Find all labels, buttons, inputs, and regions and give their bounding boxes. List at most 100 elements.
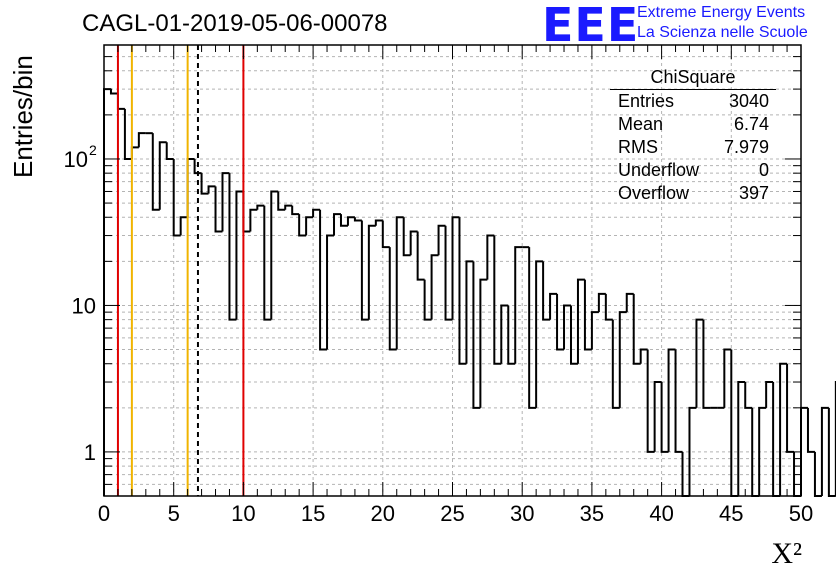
- histogram-bin: [590, 311, 599, 350]
- histogram-bin: [472, 261, 481, 409]
- stats-value: 0: [758, 160, 769, 180]
- histogram-bin: [165, 142, 174, 160]
- stats-value: 397: [738, 183, 769, 203]
- histogram-bin: [277, 191, 286, 211]
- x-tick-label: 30: [510, 501, 534, 526]
- histogram-bin: [242, 191, 251, 233]
- histogram-bin: [744, 382, 753, 409]
- reference-lines-layer: [116, 45, 245, 496]
- histogram-bin: [660, 382, 669, 453]
- x-tick-label: 15: [301, 501, 325, 526]
- histogram-bin: [611, 319, 620, 409]
- histogram-bin: [158, 141, 167, 210]
- histogram-bin: [702, 319, 711, 409]
- histogram-bin: [827, 407, 836, 497]
- histogram-bin: [298, 214, 307, 237]
- histogram-bin: [451, 216, 460, 320]
- histogram-bin: [409, 230, 418, 256]
- stats-box: ChiSquare Entries 3040 Mean 6.74 RMS 7.9…: [610, 66, 776, 205]
- histogram-bin: [388, 247, 397, 351]
- histogram-bin: [249, 208, 258, 232]
- histogram-bin: [305, 216, 314, 236]
- histogram-bin: [402, 217, 411, 257]
- histogram-bin: [235, 190, 244, 320]
- histogram-bin: [367, 224, 376, 320]
- histogram-bin: [542, 261, 551, 321]
- histogram-bin: [465, 260, 474, 364]
- stats-row-mean: Mean 6.74: [610, 113, 776, 136]
- x-tick-label: 25: [440, 501, 464, 526]
- logo-line-1: Extreme Energy Events: [637, 4, 806, 21]
- histogram-bin: [569, 305, 578, 365]
- x-tick-label: 20: [371, 501, 395, 526]
- histogram-bin: [346, 216, 355, 226]
- histogram-bin: [381, 220, 390, 249]
- histogram-bin: [207, 185, 216, 194]
- stats-row-rms: RMS 7.979: [610, 136, 776, 159]
- histogram-bin: [291, 205, 300, 216]
- logo-line-2: La Scienza nelle Scuole: [637, 24, 808, 41]
- y-tick-exponent: 2: [89, 142, 97, 158]
- stats-row-entries: Entries 3040: [610, 90, 776, 113]
- histogram-bin: [563, 304, 571, 350]
- stats-value: 7.979: [723, 137, 769, 157]
- histogram-bin: [493, 235, 502, 365]
- x-tick-label: 5: [168, 501, 180, 526]
- histogram-bin: [256, 204, 265, 210]
- histogram-bin: [353, 217, 362, 222]
- histogram-bin: [800, 406, 808, 496]
- stats-title: ChiSquare: [610, 66, 776, 90]
- histogram-bin: [758, 406, 767, 496]
- histogram-bin: [263, 205, 272, 321]
- histogram-bin: [284, 204, 293, 210]
- histogram-bin: [535, 260, 544, 408]
- histogram-bin: [151, 133, 160, 211]
- stats-row-underflow: Underflow 0: [610, 159, 776, 182]
- x-axis-title: X²: [771, 537, 802, 570]
- eee-logo: EEE: [542, 0, 640, 52]
- histogram-bin: [737, 381, 746, 496]
- histogram-bin: [123, 108, 132, 160]
- histogram-bin: [228, 173, 237, 321]
- histogram-bin: [360, 220, 369, 321]
- histogram-bin: [688, 406, 697, 496]
- y-tick-label: 1: [84, 440, 96, 465]
- x-tick-label: 40: [649, 501, 673, 526]
- stats-label: Underflow: [618, 160, 700, 180]
- y-tick-label: 10: [64, 147, 88, 172]
- histogram-bin: [695, 318, 704, 408]
- histogram-bin: [556, 293, 565, 351]
- histogram-bin: [221, 172, 230, 232]
- histogram-bin: [319, 209, 328, 351]
- histogram-bin: [395, 216, 404, 350]
- histogram-bin: [214, 186, 223, 233]
- histogram-bin: [200, 173, 209, 195]
- histogram-bin: [444, 225, 453, 321]
- histogram-bin: [618, 311, 627, 408]
- histogram-bin: [333, 213, 341, 236]
- histogram-bin: [437, 224, 446, 256]
- histogram-bin: [514, 246, 523, 364]
- histogram-bin: [674, 349, 683, 453]
- histogram-bin: [813, 451, 822, 497]
- histogram-bin: [597, 292, 606, 313]
- histogram-bin: [528, 247, 537, 409]
- histogram-bin: [103, 88, 111, 496]
- x-tick-label: 50: [789, 501, 813, 526]
- histogram-bin: [723, 348, 732, 408]
- x-tick-label: 35: [580, 501, 604, 526]
- histogram-bin: [430, 254, 439, 320]
- histogram-bin: [109, 89, 118, 95]
- histogram-bin: [339, 214, 348, 227]
- stats-value: 6.74: [733, 114, 769, 134]
- stats-label: Entries: [618, 91, 675, 111]
- histogram-bin: [130, 146, 139, 159]
- histogram-bin: [416, 231, 425, 281]
- histogram-bin: [820, 406, 829, 496]
- histogram-bin: [458, 217, 467, 365]
- frame-layer: [103, 44, 802, 497]
- histogram-bin: [646, 349, 655, 453]
- histogram-bin: [116, 93, 125, 110]
- histogram-bin: [326, 234, 335, 350]
- histogram-bin: [479, 278, 488, 408]
